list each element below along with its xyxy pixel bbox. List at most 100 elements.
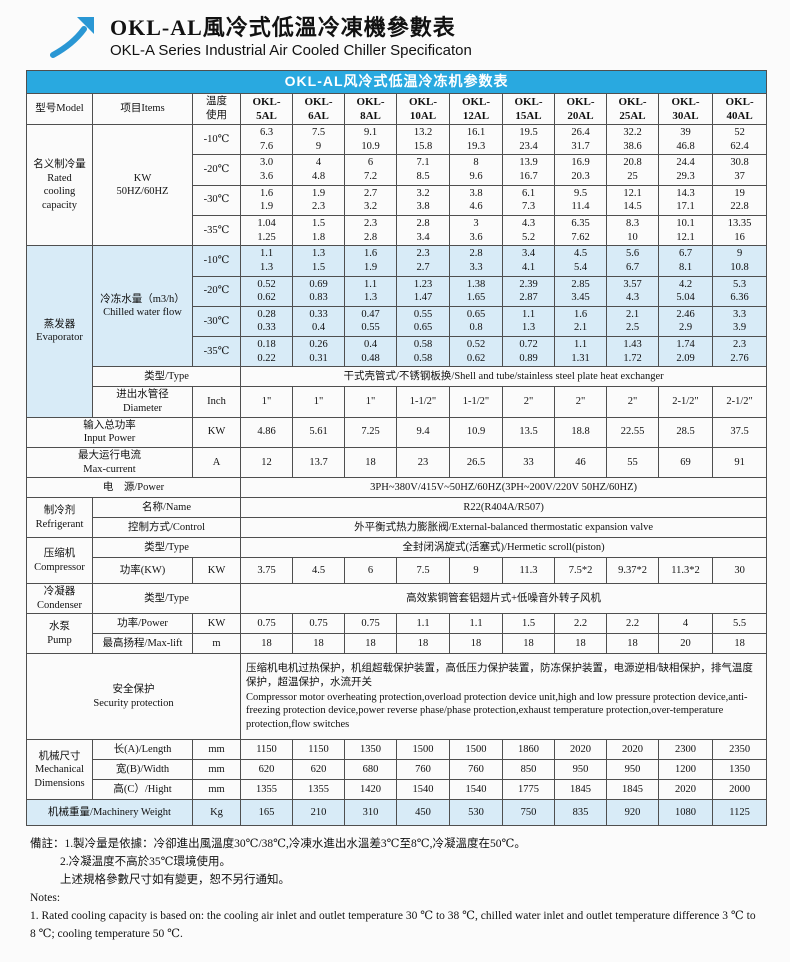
table-cell: 4.5 5.4 <box>554 245 607 277</box>
table-cell: 0.72 0.89 <box>502 336 555 368</box>
table-cell: 69 <box>658 446 713 479</box>
table-cell: 620 <box>240 759 293 781</box>
table-cell: 13.5 <box>502 416 555 448</box>
table-cell: 1150 <box>292 739 345 761</box>
table-cell: 3.8 4.6 <box>449 184 503 216</box>
note-line-zh-3: 上述規格參數尺寸如有變更，恕不另行通知。 <box>60 874 290 887</box>
table-cell: 1775 <box>502 779 555 801</box>
security-text-cell: 压缩机电机过热保护，机组超载保护装置，高低压力保护装置，防冻保护装置，电源逆相/… <box>239 653 768 741</box>
table-cell: OKL- 25AL <box>606 92 659 126</box>
table-row: -35℃ 1.04 1.25 1.5 1.8 2.3 2.8 2.8 3.4 3 3.6 4.3 5.… <box>27 214 768 247</box>
table-cell: 1350 <box>344 739 397 761</box>
table-cell: 7.5*2 <box>554 557 607 585</box>
table-cell: 7.5 <box>396 557 450 585</box>
table-cell: 1.43 1.72 <box>606 336 659 368</box>
table-cell: 20.8 25 <box>606 154 659 186</box>
table-cell: 1.23 1.47 <box>396 275 450 307</box>
table-cell: 9 <box>449 557 503 585</box>
table-cell: 12 <box>240 446 293 479</box>
condenser-section-label: 冷凝器 Condenser <box>26 583 93 615</box>
refrigerant-name-value: R22(R404A/R507) <box>239 497 768 519</box>
table-cell: 5.6 6.7 <box>606 245 659 277</box>
table-cell: 1-1/2" <box>396 386 450 418</box>
table-cell: 1860 <box>502 739 555 761</box>
table-cell: 0.75 <box>240 613 293 635</box>
table-cell: 1.1 1.3 <box>344 275 397 307</box>
evaporator-section-label: 蒸发器 Evaporator <box>26 245 93 418</box>
table-cell: 1.1 1.3 <box>502 305 555 338</box>
table-cell: 2.39 2.87 <box>502 275 555 307</box>
table-row: 名义制冷量 Rated cooling capacity KW 50HZ/60H… <box>26 124 768 247</box>
table-cell: 7.5 9 <box>292 124 345 156</box>
table-cell: 4.3 5.2 <box>502 214 555 247</box>
table-row: 压缩机 Compressor 类型/Type 全封闭涡旋式(活塞式)/Herme… <box>26 537 768 585</box>
table-cell: 2.8 3.4 <box>396 214 450 247</box>
table-cell: 2.2 <box>606 613 659 635</box>
table-cell: 6 7.2 <box>344 154 397 186</box>
table-header-row: 型号Model 项目Items 温度 使用 OKL- 5AL OKL- 6AL OKL-… <box>26 92 768 126</box>
table-cell: 1.5 1.8 <box>292 214 345 247</box>
table-cell: OKL- 15AL <box>502 92 555 126</box>
table-cell: 0.18 0.22 <box>240 336 293 368</box>
temp-label: -30℃ <box>192 305 241 338</box>
table-cell: 2.85 3.45 <box>554 275 607 307</box>
table-cell: 0.69 0.83 <box>292 275 345 307</box>
table-cell: 2.3 2.76 <box>711 336 768 368</box>
table-row: 电 源/Power 3PH~380V/415V~50HZ/60HZ(3PH~20… <box>26 477 768 499</box>
table-cell: 310 <box>344 799 397 827</box>
title-block: OKL-AL風冷式低溫冷凍機參數表 OKL-A Series Industria… <box>110 14 472 60</box>
table-title: OKL-AL风冷式低温冷冻机参数表 <box>25 69 768 94</box>
table-cell: 33 <box>502 446 555 479</box>
table-row: -20℃ 3.0 3.6 4 4.8 6 7.2 7.1 8.5 8 9.6 13.9 16.7 16.… <box>27 154 768 186</box>
dimension-width-unit: mm <box>192 759 241 781</box>
table-cell: 37.5 <box>711 416 768 448</box>
table-row: 进出水管径 Diameter Inch 1" 1" 1" 1-1/2" 1-1/2" 2"… <box>27 386 768 418</box>
table-cell: 1150 <box>240 739 293 761</box>
table-cell: 1.6 1.9 <box>240 184 293 216</box>
table-cell: OKL- 20AL <box>554 92 607 126</box>
table-cell: 3.57 4.3 <box>606 275 659 307</box>
table-cell: 450 <box>396 799 450 827</box>
table-cell: 11.3 <box>502 557 555 585</box>
table-row: 控制方式/Control 外平衡式热力膨胀阀/External-balanced… <box>27 517 768 539</box>
table-cell: 16.9 20.3 <box>554 154 607 186</box>
table-cell: 2.8 3.3 <box>449 245 503 277</box>
table-cell: 0.52 0.62 <box>240 275 293 307</box>
table-row: 水泵 Pump 功率/Power KW 0.75 0.75 0.75 1.1 1.1 1.… <box>26 613 768 655</box>
table-cell: 1" <box>240 386 293 418</box>
table-row: 蒸发器 Evaporator 冷冻水量（m3/h） Chilled water … <box>26 245 768 418</box>
table-cell: 18 <box>344 446 397 479</box>
table-cell: 1540 <box>396 779 450 801</box>
arrow-swoosh-graphic <box>50 16 94 58</box>
table-cell: 1845 <box>606 779 659 801</box>
table-cell: 46 <box>554 446 607 479</box>
security-text-zh: 压缩机电机过热保护，机组超载保护装置，高低压力保护装置，防冻保护装置，电源逆相/… <box>246 663 753 688</box>
pump-lift-unit: m <box>192 633 241 655</box>
table-cell: 750 <box>502 799 555 827</box>
table-cell: OKL- 6AL <box>292 92 345 126</box>
compressor-power-label: 功率(KW) <box>92 557 193 585</box>
compressor-type-value: 全封闭涡旋式(活塞式)/Hermetic scroll(piston) <box>239 537 768 559</box>
evaporator-type-label: 类型/Type <box>92 366 241 388</box>
table-cell: 4.5 <box>292 557 345 585</box>
weight-unit: Kg <box>192 799 241 827</box>
table-cell: OKL- 8AL <box>344 92 397 126</box>
table-cell: 6.35 7.62 <box>554 214 607 247</box>
refrigerant-control-label: 控制方式/Control <box>92 517 241 539</box>
table-cell: 2.2 <box>554 613 607 635</box>
col-header-temp: 温度 使用 <box>192 92 241 126</box>
table-cell: 10.9 <box>449 416 503 448</box>
security-section-label: 安全保护 Security protection <box>26 653 241 741</box>
table-cell: 7.25 <box>344 416 397 448</box>
table-cell: 1.6 1.9 <box>344 245 397 277</box>
table-cell: 2020 <box>554 739 607 761</box>
table-cell: 30.8 37 <box>711 154 768 186</box>
table-cell: 6.7 8.1 <box>658 245 713 277</box>
table-cell: 5.5 <box>711 613 768 635</box>
table-cell: 14.3 17.1 <box>658 184 713 216</box>
table-cell: 2.7 3.2 <box>344 184 397 216</box>
refrigerant-name-label: 名称/Name <box>92 497 241 519</box>
evaporator-type-value: 干式壳管式/不锈钢板换/Shell and tube/stainless ste… <box>239 366 768 388</box>
table-cell: 1.1 1.31 <box>554 336 607 368</box>
table-cell: 13.35 16 <box>711 214 768 247</box>
